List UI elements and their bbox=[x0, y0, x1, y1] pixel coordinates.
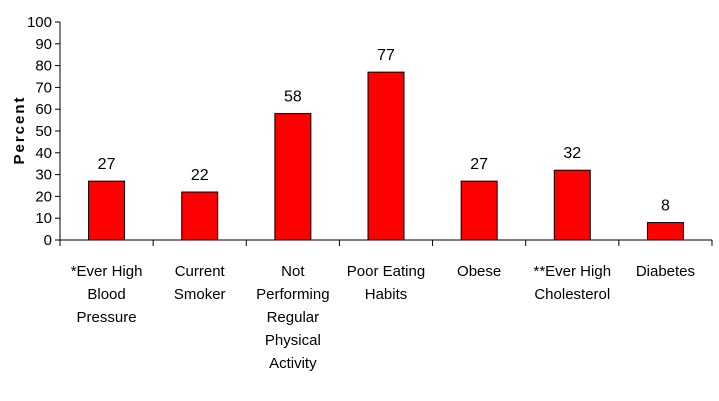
y-axis: 0 10 20 30 40 50 60 70 80 90 100 bbox=[27, 14, 61, 249]
y-tick-label: 0 bbox=[44, 232, 52, 249]
x-axis bbox=[59, 239, 713, 246]
y-tick-label: 90 bbox=[35, 36, 52, 53]
category-label: Obese bbox=[457, 263, 501, 280]
category-label: Current Smoker bbox=[174, 263, 226, 303]
y-tick-label: 60 bbox=[35, 101, 52, 118]
category-label: *Ever High Blood Pressure bbox=[71, 263, 143, 326]
bar bbox=[181, 191, 219, 241]
y-tick-label: 70 bbox=[35, 79, 52, 96]
category-label: **Ever High Cholesterol bbox=[534, 263, 612, 303]
bars bbox=[88, 71, 684, 241]
bar bbox=[460, 180, 498, 241]
bar bbox=[88, 180, 126, 241]
bar bbox=[553, 169, 591, 241]
y-tick-label: 50 bbox=[35, 123, 52, 140]
data-labels: 27 22 58 77 27 32 8 bbox=[98, 47, 670, 214]
y-tick-label: 100 bbox=[27, 14, 52, 31]
category-label: Not Performing Regular Physical Activity bbox=[256, 263, 329, 372]
category-label: Poor Eating Habits bbox=[347, 263, 425, 303]
data-label: 58 bbox=[284, 89, 302, 106]
data-label: 27 bbox=[98, 156, 116, 173]
data-label: 27 bbox=[470, 156, 488, 173]
y-axis-title: Percent bbox=[11, 95, 28, 164]
data-label: 77 bbox=[377, 47, 395, 64]
y-tick-label: 40 bbox=[35, 145, 52, 162]
data-label: 22 bbox=[191, 167, 209, 184]
category-label: Diabetes bbox=[636, 263, 695, 280]
y-tick-label: 80 bbox=[35, 58, 52, 75]
y-tick-label: 10 bbox=[35, 210, 52, 227]
category-labels: *Ever High Blood Pressure Current Smoker Not P… bbox=[71, 263, 695, 372]
bar bbox=[646, 222, 684, 241]
data-label: 32 bbox=[563, 145, 581, 162]
y-tick-label: 20 bbox=[35, 188, 52, 205]
bar bbox=[274, 113, 312, 241]
y-tick-label: 30 bbox=[35, 167, 52, 184]
data-label: 8 bbox=[661, 198, 670, 215]
bar bbox=[367, 71, 405, 241]
